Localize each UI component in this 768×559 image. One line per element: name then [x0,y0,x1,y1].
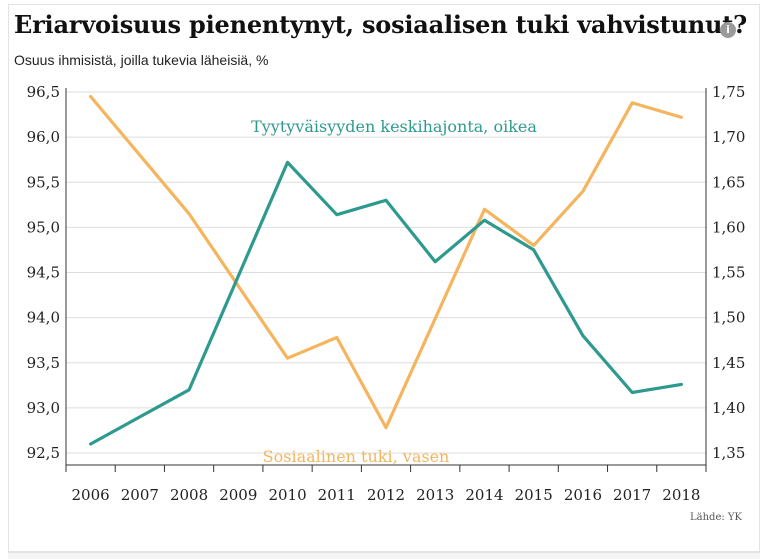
x-tick-label: 2007 [121,486,159,504]
x-tick-label: 2011 [318,486,356,504]
chart-subtitle: Osuus ihmisistä, joilla tukevia läheisiä… [14,52,269,68]
x-tick-label: 2010 [268,486,306,504]
x-tick-label: 2009 [219,486,257,504]
y-tick-label-left: 93,5 [27,354,60,372]
y-tick-label-right: 1,40 [712,399,745,417]
x-tick-label: 2014 [465,486,503,504]
axes: 92,5 1,35 93,0 1,40 93,5 1,45 94,0 1,50 94,5 1,55… [27,83,746,504]
series-line-social-support [88,94,684,430]
y-tick-label-right: 1,65 [712,173,745,191]
y-tick-label-left: 94,5 [27,264,60,282]
chart-card [8,4,760,552]
y-tick-label-left: 92,5 [27,444,60,462]
y-tick-label-right: 1,35 [712,444,745,462]
x-tick-label: 2012 [367,486,405,504]
series-line-happiness-sd [88,160,684,446]
y-tick-label-left: 96,5 [27,83,60,101]
series-labels: Tyytyväisyyden keskihajonta, oikea Sosiaa… [251,117,537,466]
bottom-strip [8,552,760,559]
x-tick-label: 2015 [515,486,553,504]
y-tick-label-right: 1,75 [712,83,745,101]
y-tick-label-right: 1,60 [712,218,745,236]
x-tick-label: 2013 [416,486,454,504]
y-tick-label-left: 94,0 [27,309,60,327]
x-tick-label: 2006 [72,486,110,504]
y-tick-label-right: 1,55 [712,264,745,282]
x-tick-label: 2016 [564,486,602,504]
series-label-happiness-sd: Tyytyväisyyden keskihajonta, oikea [251,117,537,136]
gridlines [66,91,706,454]
source-note: Lähde: YK [690,512,742,523]
info-icon[interactable]: i [720,22,736,38]
chart-title: Eriarvoisuus pienentynyt, sosiaalisen tu… [14,10,747,39]
y-tick-label-left: 93,0 [27,399,60,417]
y-tick-label-left: 96,0 [27,128,60,146]
y-tick-label-right: 1,50 [712,309,745,327]
y-tick-label-left: 95,0 [27,218,60,236]
y-tick-label-right: 1,45 [712,354,745,372]
y-tick-label-left: 95,5 [27,173,60,191]
x-tick-label: 2018 [662,486,700,504]
series-lines [88,94,684,446]
y-tick-label-right: 1,70 [712,128,745,146]
series-label-social-support: Sosiaalinen tuki, vasen [263,447,450,466]
x-tick-label: 2008 [170,486,208,504]
x-tick-label: 2017 [613,486,651,504]
